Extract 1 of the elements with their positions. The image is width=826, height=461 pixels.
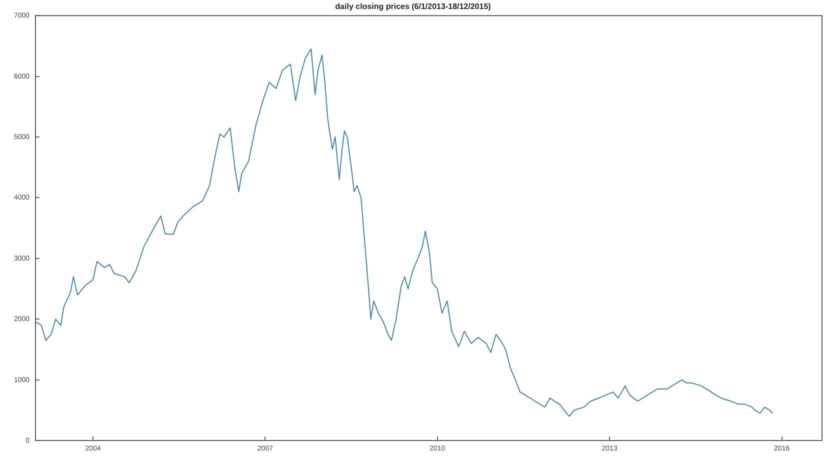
chart-title: daily closing prices (6/1/2013-18/12/2015) <box>335 2 492 12</box>
